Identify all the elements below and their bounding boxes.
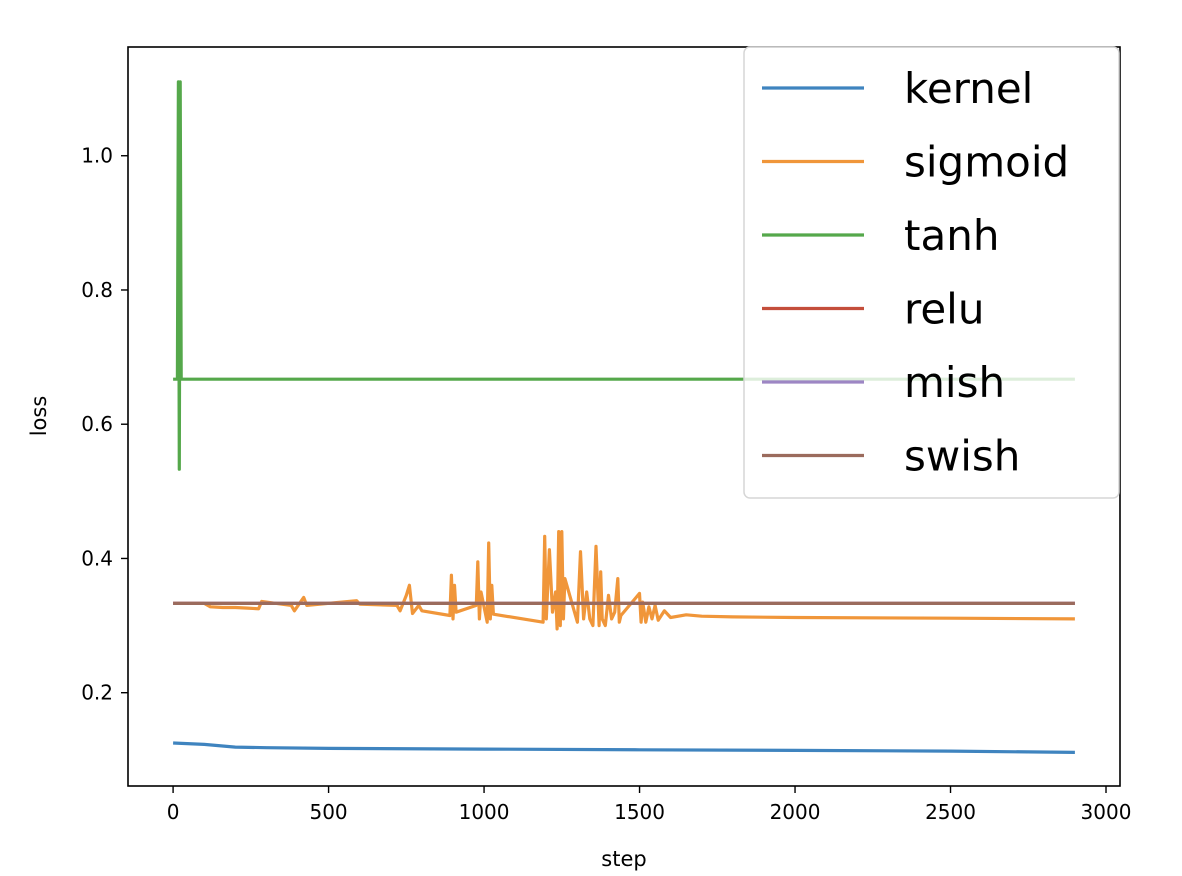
series-line-tanh	[173, 80, 1075, 471]
x-tick-label: 0	[167, 800, 180, 824]
x-tick-label: 1000	[459, 800, 510, 824]
legend-label-swish: swish	[904, 432, 1020, 481]
legend-label-mish: mish	[904, 358, 1005, 407]
y-tick-label: 0.2	[81, 681, 113, 705]
legend-box	[743, 46, 1120, 499]
legend: kernel sigmoid tanh relu mish swish	[743, 46, 1120, 499]
y-tick-label: 0.8	[81, 278, 113, 302]
legend-label-relu: relu	[904, 285, 984, 334]
series-layer	[173, 80, 1075, 754]
x-tick-label: 2500	[925, 800, 976, 824]
x-tick-label: 3000	[1081, 800, 1132, 824]
x-tick-label: 2000	[770, 800, 821, 824]
x-axis: 0 500 1000 1500 2000 2500 3000	[167, 786, 1132, 824]
y-axis-label: loss	[27, 396, 51, 437]
legend-label-tanh: tanh	[904, 211, 999, 260]
y-axis: 0.2 0.4 0.6 0.8 1.0	[81, 144, 128, 705]
y-tick-label: 0.4	[81, 546, 113, 570]
y-tick-label: 1.0	[81, 144, 113, 168]
y-tick-label: 0.6	[81, 412, 113, 436]
plot-area-frame	[127, 46, 1121, 787]
x-tick-label: 1500	[614, 800, 665, 824]
legend-label-kernel: kernel	[904, 64, 1033, 113]
series-line-kernel	[173, 741, 1075, 754]
legend-label-sigmoid: sigmoid	[904, 138, 1069, 187]
x-tick-label: 500	[309, 800, 347, 824]
x-axis-label: step	[601, 847, 646, 871]
